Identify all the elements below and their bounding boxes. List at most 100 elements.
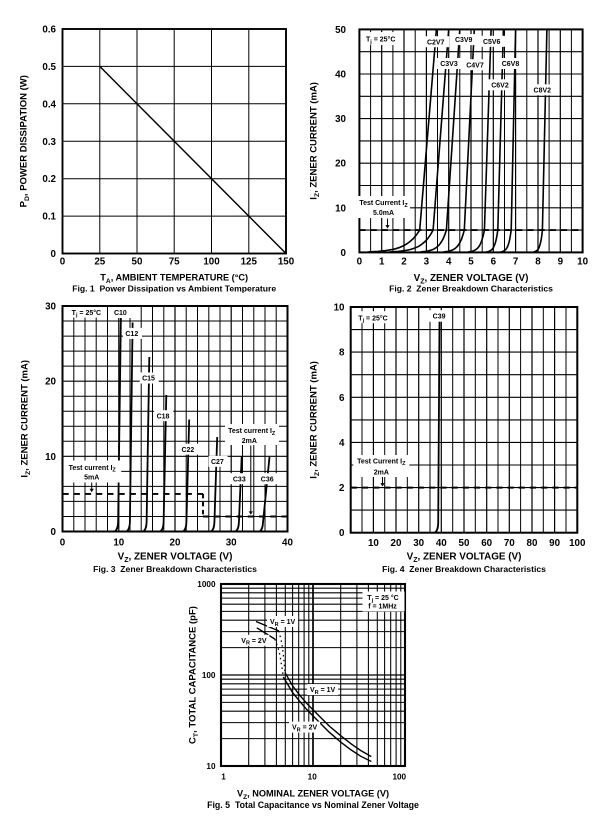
- svg-text:10: 10: [577, 257, 588, 268]
- svg-text:0: 0: [341, 248, 347, 259]
- svg-text:CT, TOTAL CAPACITANCE (pF): CT, TOTAL CAPACITANCE (pF): [188, 606, 201, 744]
- svg-text:C3V3: C3V3: [440, 61, 458, 68]
- svg-text:100: 100: [202, 671, 216, 680]
- svg-text:9: 9: [558, 257, 564, 268]
- svg-text:C8V2: C8V2: [534, 87, 552, 94]
- svg-text:70: 70: [504, 538, 515, 549]
- svg-text:VZ, ZENER VOLTAGE (V): VZ, ZENER VOLTAGE (V): [118, 551, 233, 564]
- svg-text:Test current IZ: Test current IZ: [228, 428, 276, 437]
- svg-text:Test current IZ: Test current IZ: [69, 465, 117, 474]
- svg-text:1: 1: [379, 257, 385, 268]
- svg-text:0.4: 0.4: [42, 99, 56, 110]
- svg-text:C22: C22: [181, 447, 194, 454]
- svg-text:PD, POWER DISSIPATION (W): PD, POWER DISSIPATION (W): [19, 75, 32, 207]
- svg-text:C10: C10: [114, 310, 127, 317]
- svg-text:IZ, ZENER CURRENT (mA): IZ, ZENER CURRENT (mA): [309, 82, 322, 200]
- svg-text:30: 30: [226, 537, 237, 548]
- svg-text:0.5: 0.5: [42, 62, 56, 73]
- svg-text:60: 60: [481, 538, 492, 549]
- svg-text:0: 0: [51, 249, 57, 260]
- svg-text:C36: C36: [261, 476, 274, 483]
- svg-text:100: 100: [203, 256, 220, 267]
- svg-text:Tj = 25 °C: Tj = 25 °C: [367, 594, 398, 604]
- svg-text:C5V6: C5V6: [483, 39, 501, 46]
- svg-text:C27: C27: [211, 459, 224, 466]
- svg-text:0.1: 0.1: [42, 212, 56, 223]
- svg-text:VZ, ZENER VOLTAGE (V): VZ, ZENER VOLTAGE (V): [414, 273, 529, 286]
- svg-text:C6V2: C6V2: [491, 82, 509, 89]
- svg-text:VR = 1V: VR = 1V: [310, 687, 336, 696]
- svg-text:VR = 2V: VR = 2V: [241, 638, 267, 647]
- svg-text:7: 7: [513, 257, 519, 268]
- svg-text:Fig. 2 Zener Breakdown Charac: Fig. 2 Zener Breakdown Characteristics: [389, 284, 553, 294]
- svg-text:125: 125: [241, 256, 258, 267]
- svg-text:40: 40: [335, 70, 346, 81]
- svg-text:5.0mA: 5.0mA: [373, 210, 394, 217]
- svg-text:10: 10: [113, 537, 124, 548]
- svg-text:C2V7: C2V7: [427, 39, 445, 46]
- svg-text:100: 100: [392, 773, 406, 782]
- svg-text:10: 10: [368, 538, 379, 549]
- svg-text:C6V8: C6V8: [502, 61, 520, 68]
- svg-text:5mA: 5mA: [84, 475, 99, 482]
- svg-text:30: 30: [335, 114, 346, 125]
- svg-text:5: 5: [468, 257, 474, 268]
- svg-text:C18: C18: [157, 413, 170, 420]
- svg-text:0: 0: [51, 527, 57, 538]
- svg-text:Fig. 3 Zener Breakdown Charac: Fig. 3 Zener Breakdown Characteristics: [93, 564, 257, 574]
- svg-text:Fig. 1 Power Dissipation vs A: Fig. 1 Power Dissipation vs Ambient Temp…: [72, 283, 276, 293]
- svg-text:C12: C12: [125, 331, 138, 338]
- svg-text:IZ, ZENER CURRENT (mA): IZ, ZENER CURRENT (mA): [309, 361, 322, 479]
- svg-text:Tj = 25°C: Tj = 25°C: [366, 36, 395, 46]
- svg-text:8: 8: [339, 348, 345, 359]
- svg-text:0: 0: [60, 537, 66, 548]
- svg-text:6: 6: [491, 257, 497, 268]
- svg-text:VZ, ZENER VOLTAGE (V): VZ, ZENER VOLTAGE (V): [407, 551, 522, 564]
- svg-text:90: 90: [549, 538, 560, 549]
- svg-text:20: 20: [391, 538, 402, 549]
- svg-text:2: 2: [339, 483, 345, 494]
- svg-text:10: 10: [334, 303, 345, 314]
- svg-text:6: 6: [339, 393, 345, 404]
- svg-text:40: 40: [282, 537, 293, 548]
- svg-text:0: 0: [357, 257, 363, 268]
- svg-text:1000: 1000: [197, 580, 216, 589]
- svg-text:TA, AMBIENT TEMPERATURE (°C): TA, AMBIENT TEMPERATURE (°C): [100, 273, 248, 286]
- svg-text:50: 50: [335, 25, 346, 36]
- svg-text:Tj = 25°C: Tj = 25°C: [358, 314, 387, 324]
- svg-text:2: 2: [401, 257, 407, 268]
- svg-text:4: 4: [339, 438, 345, 449]
- svg-text:20: 20: [170, 537, 181, 548]
- svg-text:50: 50: [459, 538, 470, 549]
- svg-text:Fig. 4 Zener Breakdown Charac: Fig. 4 Zener Breakdown Characteristics: [382, 564, 546, 574]
- svg-text:20: 20: [45, 377, 56, 388]
- svg-text:10: 10: [206, 762, 216, 771]
- svg-text:0.3: 0.3: [42, 137, 56, 148]
- svg-text:2mA: 2mA: [242, 438, 257, 445]
- svg-text:20: 20: [335, 159, 346, 170]
- svg-text:10: 10: [308, 773, 318, 782]
- svg-text:VZ, NOMINAL ZENER VOLTAGE (V): VZ, NOMINAL ZENER VOLTAGE (V): [237, 788, 389, 801]
- svg-text:75: 75: [169, 256, 180, 267]
- svg-text:IZ, ZENER CURRENT (mA): IZ, ZENER CURRENT (mA): [20, 360, 33, 478]
- svg-text:Test Current IZ: Test Current IZ: [359, 200, 408, 209]
- svg-text:0.6: 0.6: [42, 25, 56, 36]
- svg-text:C4V7: C4V7: [466, 62, 484, 69]
- svg-text:30: 30: [413, 538, 424, 549]
- svg-text:C33: C33: [233, 476, 246, 483]
- svg-text:C39: C39: [433, 314, 446, 321]
- svg-text:8: 8: [535, 257, 541, 268]
- svg-text:3: 3: [424, 257, 430, 268]
- svg-text:50: 50: [132, 256, 143, 267]
- svg-text:C15: C15: [142, 376, 155, 383]
- svg-text:4: 4: [446, 257, 452, 268]
- svg-text:10: 10: [45, 452, 56, 463]
- svg-text:0: 0: [339, 528, 345, 539]
- svg-text:0.2: 0.2: [42, 174, 56, 185]
- svg-text:40: 40: [436, 538, 447, 549]
- svg-text:10: 10: [335, 203, 346, 214]
- svg-text:VR = 2V: VR = 2V: [292, 725, 318, 734]
- svg-text:f = 1MHz: f = 1MHz: [368, 603, 397, 610]
- svg-text:C3V9: C3V9: [455, 37, 473, 44]
- svg-text:80: 80: [527, 538, 538, 549]
